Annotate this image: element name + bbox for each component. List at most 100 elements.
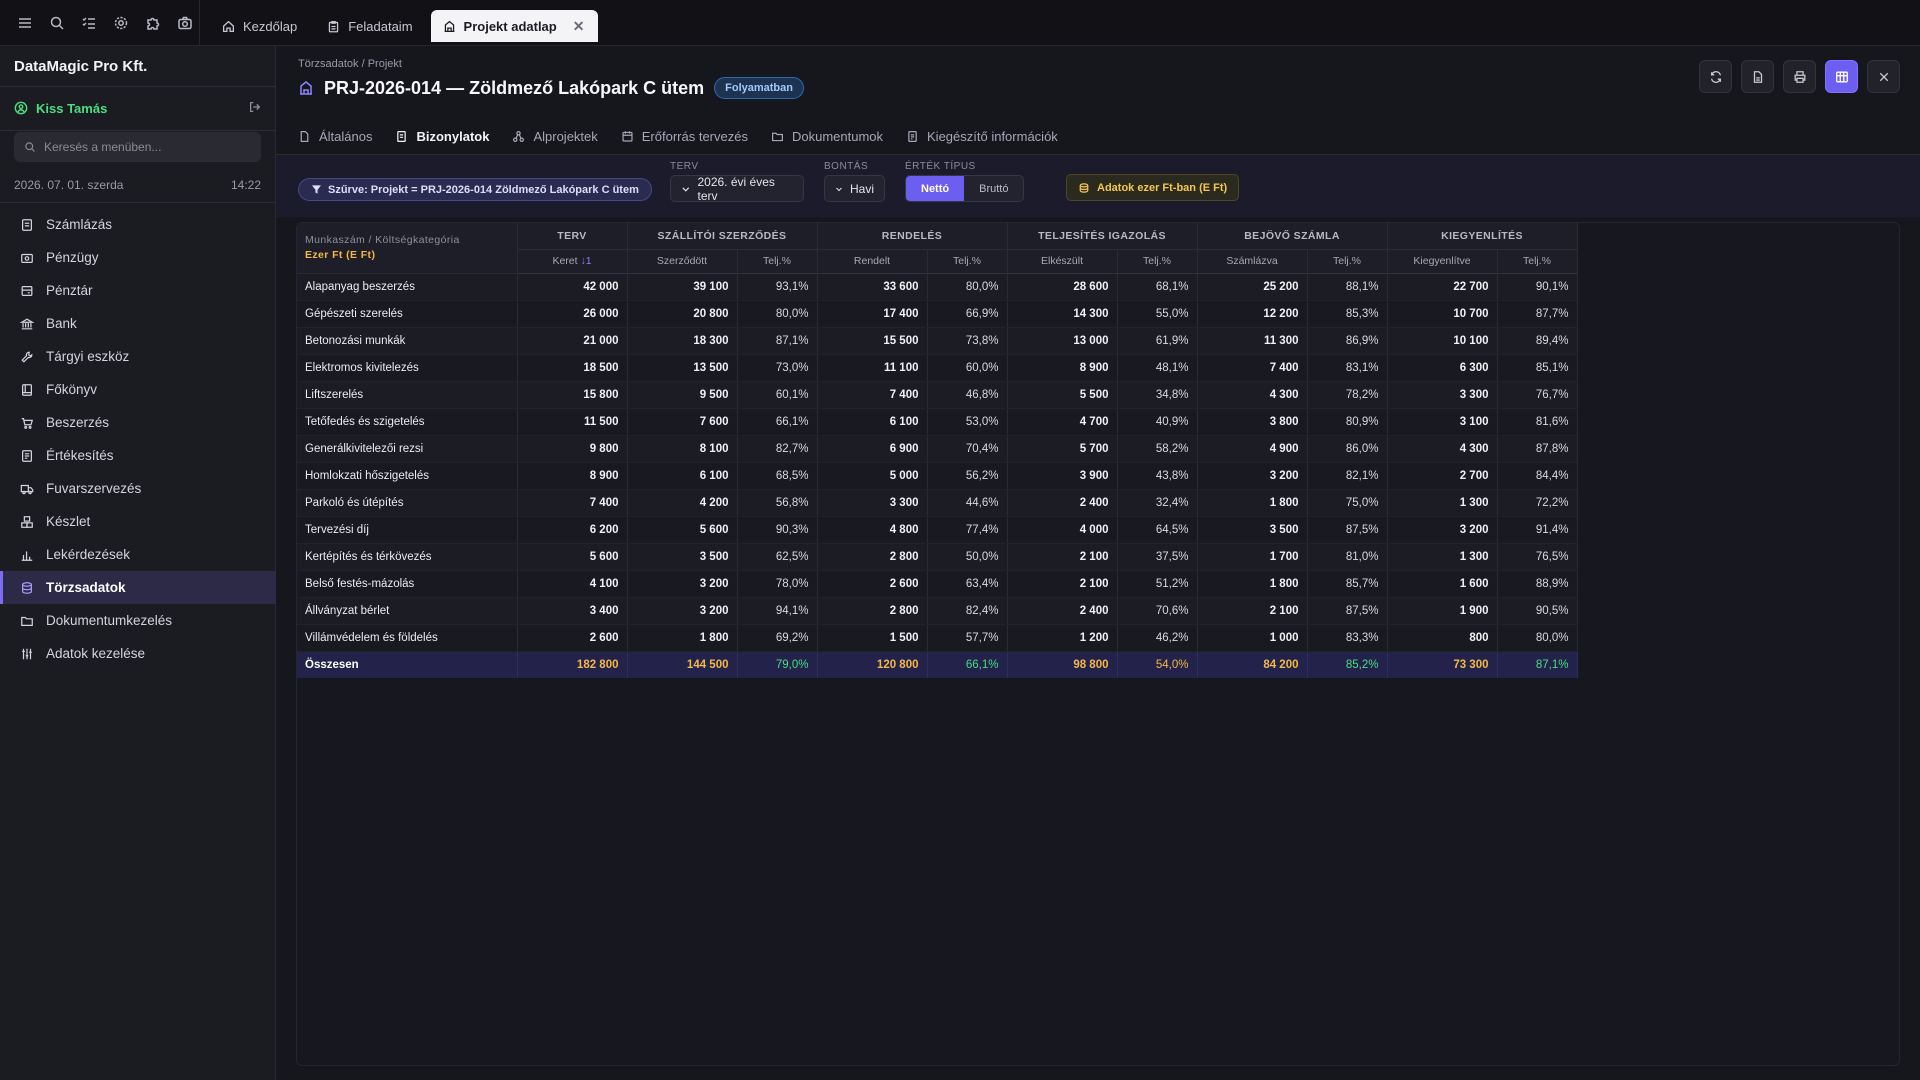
value-cell: 13 000 [1007,327,1118,355]
task-list-icon[interactable] [78,12,100,34]
top-tab-kezdolap[interactable]: Kezdőlap [210,10,311,42]
table-row[interactable]: Elektromos kivitelezés 18 500 13 500 73,0% 1… [297,354,1578,382]
sidebar-item-beszerzes[interactable]: Beszerzés [0,406,276,439]
printer-icon [1794,70,1805,83]
group-header-szallitoi-szerzodes: SZÁLLÍTÓI SZERZŐDÉS [627,223,818,250]
folder-icon [21,616,33,626]
brutto-option[interactable]: Bruttó [979,182,1009,195]
print-button[interactable] [1783,60,1816,93]
pct-cell: 46,8% [927,381,1008,409]
filter-bar: Szűrve: Projekt = PRJ-2026-014 Zöldmező … [276,155,1920,217]
sidebar-item-torzsadatok[interactable]: Törzsadatok [0,571,276,604]
pct-cell: 56,2% [927,462,1008,490]
column-header-rendelt[interactable]: Rendelt [817,249,928,274]
menu-search-input[interactable]: Keresés a menüben... [14,132,261,162]
value-cell: 7 400 [1197,354,1308,382]
close-tab-icon[interactable]: ✕ [572,17,585,34]
column-header-keret[interactable]: Keret ↓1 [517,249,628,274]
sidebar-item-label: Készlet [46,514,91,529]
terv-label: TERV [670,161,699,172]
table-row[interactable]: Belső festés-mázolás 4 100 3 200 78,0% 2 600… [297,570,1578,598]
table-row[interactable]: Alapanyag beszerzés 42 000 39 100 93,1% 33 6… [297,273,1578,301]
wrench-icon [21,351,33,363]
table-row[interactable]: Liftszerelés 15 800 9 500 60,1% 7 400 46,8% 5 … [297,381,1578,409]
sidebar-item-fuvarszervezes[interactable]: Fuvarszervezés [0,472,276,505]
refresh-button[interactable] [1699,60,1732,93]
sidebar-item-ertekesites[interactable]: Értékesítés [0,439,276,472]
sidebar-item-penztar[interactable]: Pénztár [0,274,276,307]
unit-button[interactable]: Adatok ezer Ft-ban (E Ft) [1066,174,1240,201]
column-header-kiegyenlitve[interactable]: Kiegyenlítve [1387,249,1498,274]
table-row[interactable]: Tervezési díj 6 200 5 600 90,3% 4 800 77,4% 4 … [297,516,1578,544]
table-row[interactable]: Kertépítés és térkövezés 5 600 3 500 62,5% 2… [297,543,1578,571]
sidebar-item-szamlazas[interactable]: Számlázás [0,208,276,241]
tab-dokumentumok[interactable]: Dokumentumok [771,118,883,154]
bizonylat-table: Munkaszám / Költségkategória Ezer Ft (E … [297,223,1578,678]
search-icon [25,142,35,152]
table-row[interactable]: Betonozási munkák 21 000 18 300 87,1% 15 500… [297,327,1578,355]
terv-select[interactable]: 2026. évi éves terv [670,175,804,203]
puzzle-icon[interactable] [142,12,164,34]
tab-bizonylatok[interactable]: Bizonylatok [393,118,492,157]
value-cell: 9 500 [627,381,738,409]
table-row[interactable]: Generálkivitelezői rezsi 9 800 8 100 82,7% 6… [297,435,1578,463]
tab-alprojektek[interactable]: Alprojektek [512,118,598,154]
column-header-szerzodott[interactable]: Szerződött [627,249,738,274]
pct-cell: 66,1% [737,408,818,436]
pct-cell: 53,0% [927,408,1008,436]
table-row[interactable]: Parkoló és útépítés 7 400 4 200 56,8% 3 300 4… [297,489,1578,517]
column-header-telj-pct[interactable]: Telj.% [1497,249,1578,274]
sidebar-item-keszlet[interactable]: Készlet [0,505,276,538]
table-body: Alapanyag beszerzés 42 000 39 100 93,1% 33 6… [297,273,1578,652]
gear-icon[interactable] [110,12,132,34]
row-label: Homlokzati hőszigetelés [297,462,518,490]
total-value-cell: 182 800 [517,651,628,678]
top-tab-projekt-adatlap[interactable]: Projekt adatlap ✕ [430,10,599,42]
table-row[interactable]: Villámvédelem és földelés 2 600 1 800 69,2%… [297,624,1578,652]
sidebar-item-bank[interactable]: Bank [0,307,276,340]
column-header-telj-pct[interactable]: Telj.% [1307,249,1388,274]
top-toolbar [0,0,200,46]
logout-icon[interactable] [248,100,262,117]
tab-altalanos[interactable]: Általános [298,118,372,154]
tab-kiegeszito-informaciok[interactable]: Kiegészítő információk [906,118,1058,154]
table-view-button[interactable] [1825,60,1858,93]
table-row[interactable]: Gépészeti szerelés 26 000 20 800 80,0% 17 40… [297,300,1578,328]
column-header-szamlazva[interactable]: Számlázva [1197,249,1308,274]
pct-cell: 89,4% [1497,327,1578,355]
column-header-telj-pct[interactable]: Telj.% [737,249,818,274]
sidebar-item-fokonyv[interactable]: Főkönyv [0,373,276,406]
pct-cell: 70,6% [1117,597,1198,625]
bontas-select[interactable]: Havi [824,175,885,202]
column-header-elkeszult[interactable]: Elkészült [1007,249,1118,274]
document-button[interactable] [1741,60,1774,93]
value-cell: 1 800 [1197,489,1308,517]
table-row[interactable]: Állványzat bérlet 3 400 3 200 94,1% 2 800 82,… [297,597,1578,625]
pct-cell: 80,0% [1497,624,1578,652]
sidebar-item-targyi-eszkoz[interactable]: Tárgyi eszköz [0,340,276,373]
camera-icon[interactable] [174,12,196,34]
netto-option[interactable]: Nettó [906,176,965,201]
value-cell: 1 700 [1197,543,1308,571]
corner-unit: Ezer Ft (E Ft) [305,249,376,262]
sidebar-item-dokumentumkezeles[interactable]: Dokumentumkezelés [0,604,276,637]
sidebar-item-lekerdezesek[interactable]: Lekérdezések [0,538,276,571]
pct-cell: 32,4% [1117,489,1198,517]
report-panel: Munkaszám / Költségkategória Ezer Ft (E … [296,222,1900,1066]
search-icon[interactable] [46,12,68,34]
pct-cell: 94,1% [737,597,818,625]
table-row[interactable]: Tetőfedés és szigetelés 11 500 7 600 66,1% 6… [297,408,1578,436]
sidebar-item-adatok-kezelese[interactable]: Adatok kezelése [0,637,276,670]
chevron-down-icon [836,187,842,191]
column-header-telj-pct[interactable]: Telj.% [1117,249,1198,274]
column-header-telj-pct[interactable]: Telj.% [927,249,1008,274]
top-tab-feladataim[interactable]: Feladataim [315,10,426,42]
hamburger-menu-icon[interactable] [14,12,36,34]
pct-cell: 90,1% [1497,273,1578,301]
table-row[interactable]: Homlokzati hőszigetelés 8 900 6 100 68,5% 5 … [297,462,1578,490]
pct-cell: 64,5% [1117,516,1198,544]
tab-eroforras-tervezes[interactable]: Erőforrás tervezés [621,118,748,154]
sidebar-item-penzugy[interactable]: Pénzügy [0,241,276,274]
close-button[interactable] [1867,60,1900,93]
active-filter-chip[interactable]: Szűrve: Projekt = PRJ-2026-014 Zöldmező … [298,178,652,201]
